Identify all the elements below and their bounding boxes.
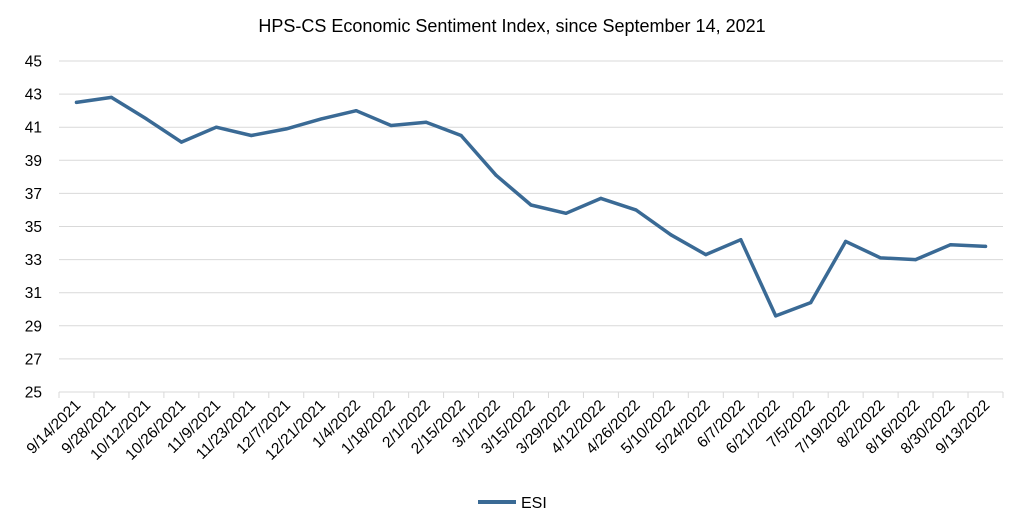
- series-lines: [74, 95, 988, 318]
- data-point: [214, 125, 218, 129]
- y-tick-label: 45: [25, 54, 42, 71]
- data-point: [249, 133, 253, 138]
- data-point: [284, 127, 288, 131]
- data-point: [809, 301, 813, 305]
- y-tick-label: 43: [25, 87, 42, 104]
- data-point: [913, 258, 918, 262]
- data-point: [109, 95, 114, 100]
- y-tick-label: 27: [25, 351, 42, 368]
- y-tick-label: 39: [25, 153, 42, 170]
- data-point: [319, 117, 323, 121]
- data-point: [844, 239, 848, 243]
- data-point: [599, 196, 603, 200]
- x-axis-tick-labels: 9/14/20219/28/202110/12/202110/26/202111…: [24, 397, 994, 464]
- data-point: [739, 238, 743, 242]
- data-point: [669, 233, 673, 237]
- data-point: [634, 208, 638, 212]
- data-point: [179, 140, 183, 144]
- y-tick-label: 35: [25, 219, 42, 236]
- data-point: [704, 253, 708, 257]
- y-tick-label: 25: [25, 385, 42, 402]
- data-point: [564, 211, 568, 215]
- data-point: [774, 314, 778, 318]
- y-tick-label: 41: [25, 120, 42, 137]
- chart-title: HPS-CS Economic Sentiment Index, since S…: [258, 16, 765, 36]
- data-point: [459, 133, 463, 138]
- data-point: [354, 109, 358, 113]
- data-point: [144, 117, 149, 121]
- gridlines: [58, 60, 1004, 398]
- y-tick-label: 31: [25, 285, 42, 302]
- legend-label-esi: ESI: [521, 495, 547, 512]
- data-point: [879, 256, 883, 260]
- data-point: [389, 123, 393, 128]
- data-point: [529, 203, 533, 207]
- legend: ESI: [478, 495, 547, 512]
- series-line-esi: [74, 95, 988, 318]
- data-point: [948, 243, 953, 247]
- data-point: [983, 244, 988, 248]
- y-axis-tick-labels: 25 27 29 31 33 35 37 39 41 43 45: [25, 54, 42, 402]
- y-tick-label: 37: [25, 186, 42, 203]
- y-tick-label: 33: [25, 252, 42, 269]
- data-point: [494, 173, 498, 177]
- data-point: [424, 120, 428, 124]
- y-tick-label: 29: [25, 318, 42, 335]
- data-point: [74, 100, 79, 104]
